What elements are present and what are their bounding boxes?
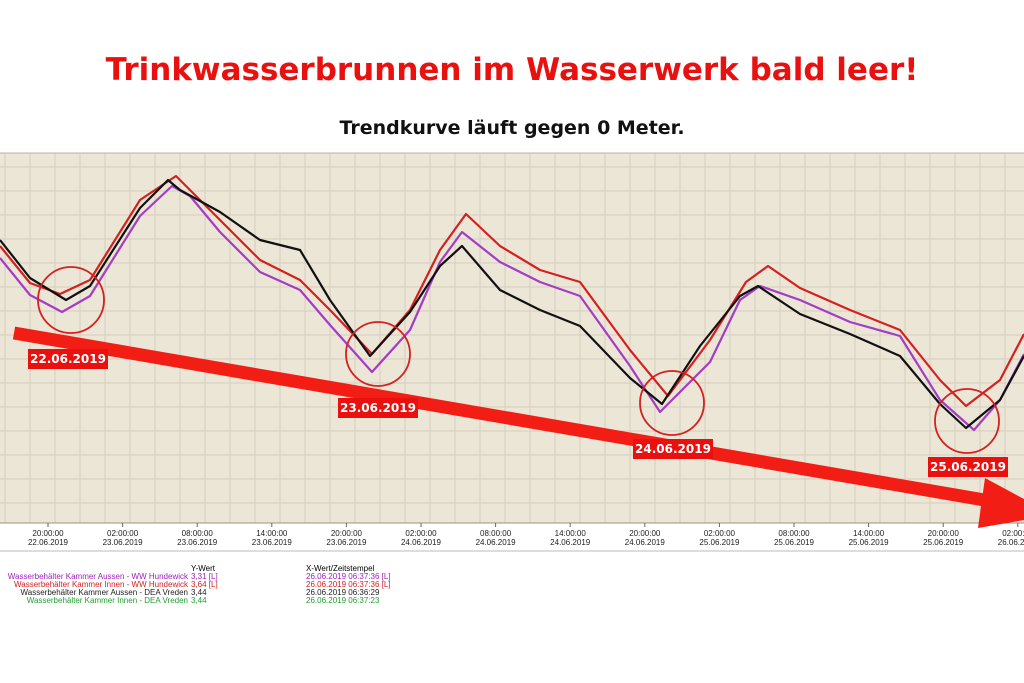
value-table: Y-Wert X-Wert/Zeitstempel Wasserbehälter… xyxy=(0,565,420,605)
x-tick-time: 02:00:00 xyxy=(107,529,139,538)
y-value-header: Y-Wert xyxy=(191,565,216,573)
date-label-text: 24.06.2019 xyxy=(635,442,711,456)
trend-chart: 22.06.2019 23.06.2019 24.06.2019 25.06.2019… xyxy=(0,152,1024,552)
x-tick-time: 20:00:00 xyxy=(629,529,661,538)
series-name: Wasserbehälter Kammer Innen - WW Hundewi… xyxy=(14,581,188,589)
page-subtitle: Trendkurve läuft gegen 0 Meter. xyxy=(339,117,685,139)
series-name: Wasserbehälter Kammer Aussen - WW Hundew… xyxy=(7,573,188,581)
minimum-circle xyxy=(934,388,1000,454)
x-tick-date: 23.06.2019 xyxy=(177,538,218,547)
x-tick-date: 24.06.2019 xyxy=(550,538,591,547)
timestamp: 26.06.2019 06:36:29 xyxy=(306,589,380,597)
x-tick-time: 02:00:00 xyxy=(405,529,437,538)
date-label-box xyxy=(928,457,1008,477)
date-label-text: 25.06.2019 xyxy=(930,460,1006,474)
x-tick-time: 14:00:00 xyxy=(256,529,288,538)
y-value: 3,31 [L] xyxy=(191,573,218,581)
plot-background xyxy=(0,153,1024,523)
x-tick-time: 20:00:00 xyxy=(928,529,960,538)
x-axis-ticks: 20:00:0022.06.201902:00:0023.06.201908:0… xyxy=(0,523,1024,552)
x-tick-date: 23.06.2019 xyxy=(326,538,367,547)
table-row[interactable]: Wasserbehälter Kammer Aussen - WW Hundew… xyxy=(0,573,420,581)
date-labels: 22.06.2019 23.06.2019 24.06.2019 25.06.2019 xyxy=(28,349,1008,477)
date-label-box xyxy=(338,398,418,418)
x-tick-time: 02:00:00 xyxy=(704,529,736,538)
date-label-3: 24.06.2019 xyxy=(633,439,713,459)
minimum-circle xyxy=(37,266,105,334)
date-label-1: 22.06.2019 xyxy=(28,349,108,369)
minimum-circles xyxy=(37,266,1000,454)
page-title: Trinkwasserbrunnen im Wasserwerk bald le… xyxy=(105,52,919,88)
date-label-2: 23.06.2019 xyxy=(338,398,418,418)
x-tick-time: 08:00:00 xyxy=(182,529,214,538)
date-label-4: 25.06.2019 xyxy=(928,457,1008,477)
x-tick-time: 20:00:00 xyxy=(32,529,64,538)
series-line-2 xyxy=(0,184,1024,432)
x-tick-time: 08:00:00 xyxy=(480,529,512,538)
minimum-circle xyxy=(345,321,411,387)
table-row[interactable]: Wasserbehälter Kammer Aussen - DEA Vrede… xyxy=(0,589,420,597)
x-tick-date: 22.06.2019 xyxy=(28,538,69,547)
y-value: 3,44 xyxy=(191,597,207,605)
table-row[interactable]: Wasserbehälter Kammer Innen - WW Hundewi… xyxy=(0,581,420,589)
timestamp: 26.06.2019 06:37:36 [L] xyxy=(306,573,391,581)
date-label-text: 22.06.2019 xyxy=(30,352,106,366)
x-tick-date: 26.06.2019 xyxy=(998,538,1024,547)
series-name: Wasserbehälter Kammer Aussen - DEA Vrede… xyxy=(20,589,188,597)
table-header-row: Y-Wert X-Wert/Zeitstempel xyxy=(0,565,420,573)
date-label-box xyxy=(28,349,108,369)
timestamp-header: X-Wert/Zeitstempel xyxy=(306,565,375,573)
trend-arrow-shaft xyxy=(12,326,998,509)
timestamp: 26.06.2019 06:37:23 xyxy=(306,597,380,605)
x-tick-time: 14:00:00 xyxy=(853,529,885,538)
x-tick-date: 25.06.2019 xyxy=(699,538,740,547)
x-tick-date: 23.06.2019 xyxy=(252,538,293,547)
x-tick-date: 24.06.2019 xyxy=(476,538,517,547)
y-value: 3,64 [L] xyxy=(191,581,218,589)
table-row[interactable]: Wasserbehälter Kammer Innen - DEA Vreden… xyxy=(0,597,420,605)
x-tick-time: 14:00:00 xyxy=(555,529,587,538)
minimum-circle xyxy=(639,370,705,436)
x-tick-date: 23.06.2019 xyxy=(103,538,144,547)
y-value: 3,44 xyxy=(191,589,207,597)
series-name: Wasserbehälter Kammer Innen - DEA Vreden xyxy=(26,597,188,605)
trend-arrow xyxy=(12,326,1024,528)
x-tick-date: 25.06.2019 xyxy=(849,538,890,547)
x-tick-date: 25.06.2019 xyxy=(774,538,815,547)
x-tick-date: 24.06.2019 xyxy=(625,538,666,547)
x-tick-time: 08:00:00 xyxy=(778,529,810,538)
x-tick-date: 25.06.2019 xyxy=(923,538,964,547)
date-label-box xyxy=(633,439,713,459)
x-tick-time: 20:00:00 xyxy=(331,529,363,538)
trend-arrow-head xyxy=(978,478,1024,528)
series-lines xyxy=(0,174,1024,432)
series-line-1 xyxy=(0,174,1024,408)
x-tick-date: 24.06.2019 xyxy=(401,538,442,547)
date-label-text: 23.06.2019 xyxy=(340,401,416,415)
timestamp: 26.06.2019 06:37:36 [L] xyxy=(306,581,391,589)
series-line-3 xyxy=(0,178,1024,430)
x-tick-time: 02:00:00 xyxy=(1002,529,1024,538)
